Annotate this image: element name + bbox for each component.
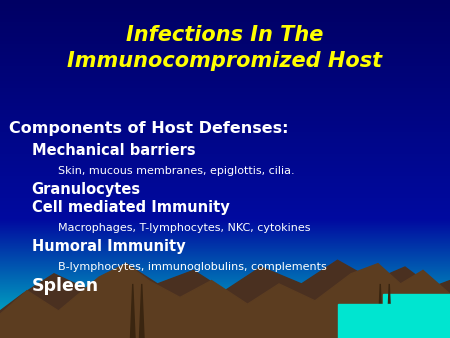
Text: Cell mediated Immunity: Cell mediated Immunity [32,200,229,215]
Polygon shape [387,284,392,338]
Text: Immunocompromized Host: Immunocompromized Host [68,51,382,71]
Text: Infections In The: Infections In The [126,25,324,46]
Text: Mechanical barriers: Mechanical barriers [32,143,195,158]
Text: Humoral Immunity: Humoral Immunity [32,239,185,254]
Polygon shape [0,260,450,338]
Text: Skin, mucous membranes, epiglottis, cilia.: Skin, mucous membranes, epiglottis, cili… [58,166,295,176]
Polygon shape [130,284,135,338]
Text: B-lymphocytes, immunoglobulins, complements: B-lymphocytes, immunoglobulins, compleme… [58,262,327,272]
Bar [382,294,450,338]
Text: Granulocytes: Granulocytes [32,182,140,197]
Text: Spleen: Spleen [32,276,99,295]
Bar [338,304,450,338]
Polygon shape [140,284,144,338]
Text: Components of Host Defenses:: Components of Host Defenses: [9,121,288,136]
Polygon shape [0,264,450,338]
Text: Macrophages, T-lymphocytes, NKC, cytokines: Macrophages, T-lymphocytes, NKC, cytokin… [58,223,311,233]
Polygon shape [378,284,382,338]
